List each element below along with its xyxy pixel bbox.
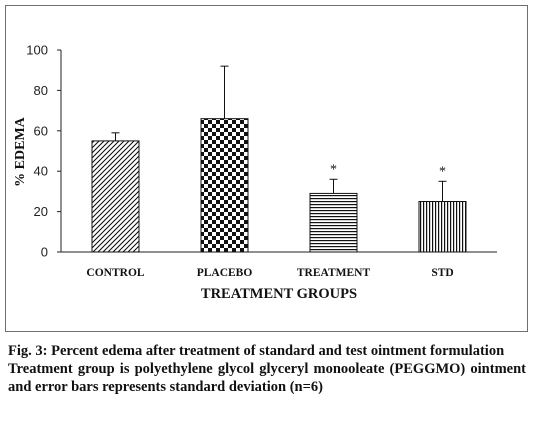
x-category-label: PLACEBO [197, 267, 253, 279]
bar-placebo [200, 118, 249, 253]
y-tick-label: 20 [34, 204, 48, 219]
x-category-label: TREATMENT [297, 267, 371, 279]
significance-marker: * [439, 164, 446, 179]
bar-control [91, 140, 140, 253]
y-tick-label: 100 [26, 43, 48, 58]
y-tick-label: 40 [34, 164, 48, 179]
x-axis-category-labels: CONTROL PLACEBO TREATMENT STD [86, 267, 453, 279]
figure-caption: Fig. 3: Percent edema after treatment of… [8, 342, 526, 396]
y-axis-ticks: 0 20 40 60 80 100 [26, 43, 61, 260]
significance-marker: * [330, 162, 337, 177]
x-category-label: STD [431, 267, 453, 279]
bar-treatment [309, 192, 358, 253]
bar-series: * * [91, 65, 467, 253]
caption-body: Treatment group is polyethylene glycol g… [8, 361, 526, 395]
y-tick-label: 0 [41, 245, 48, 260]
x-axis-title: TREATMENT GROUPS [201, 286, 357, 302]
y-axis-title: % EDEMA [13, 116, 28, 187]
y-tick-label: 80 [34, 83, 48, 98]
caption-title: Fig. 3: Percent edema after treatment of… [8, 343, 505, 359]
x-category-label: CONTROL [86, 267, 144, 279]
y-tick-label: 60 [34, 123, 48, 138]
bar-std [418, 201, 467, 253]
